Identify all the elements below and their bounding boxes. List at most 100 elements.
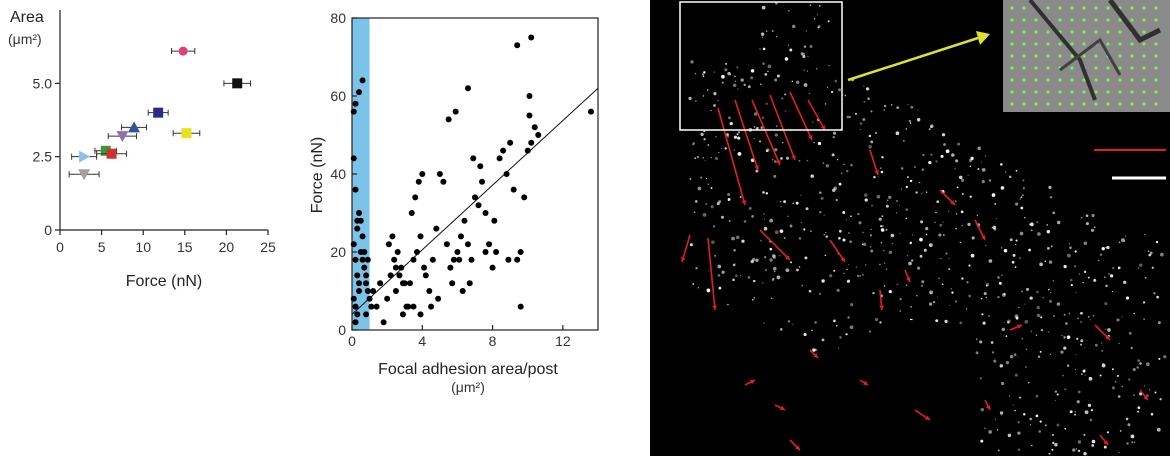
force-arrow (807, 99, 826, 131)
data-point (389, 233, 396, 240)
data-point (417, 233, 424, 240)
data-point (363, 311, 370, 318)
data-point (507, 139, 514, 146)
data-point (466, 280, 473, 287)
data-point (426, 288, 433, 294)
data-point (357, 217, 364, 224)
inset-image (1003, 0, 1170, 112)
data-point (79, 150, 91, 163)
data-point (419, 171, 426, 177)
data-point (459, 288, 466, 294)
force-arrow (759, 229, 791, 261)
data-point (514, 256, 521, 263)
x-axis-title: Focal adhesion area/post (378, 361, 558, 378)
data-point (510, 186, 517, 193)
data-point (514, 42, 521, 49)
x-tick-label: 0 (56, 239, 64, 255)
y-tick-label: 0 (44, 222, 52, 238)
data-point (415, 178, 422, 185)
force-arrow-head (820, 125, 825, 130)
data-point (364, 256, 371, 263)
data-point (352, 303, 359, 310)
y-tick-label: 40 (330, 166, 346, 182)
data-point (356, 280, 363, 287)
force-arrow (707, 237, 716, 311)
x-tick-label: 12 (555, 333, 571, 349)
force-arrow-head (906, 277, 911, 282)
y-tick-label: 2.5 (33, 149, 53, 165)
data-point (370, 288, 377, 294)
force-arrow (681, 234, 691, 263)
force-arrow (769, 94, 796, 161)
data-point (475, 202, 482, 209)
data-point (468, 256, 475, 263)
data-point (528, 139, 535, 146)
data-point (479, 178, 486, 185)
area-vs-force-chart: Area (μm²) 0 5 10 15 20 25 0 2.5 5.0 Force (nN) (8, 9, 276, 290)
force-arrow-head (874, 170, 879, 175)
data-point (403, 303, 410, 310)
data-point (528, 34, 535, 41)
data-point (100, 145, 111, 156)
data-point (517, 249, 524, 255)
data-point (373, 303, 380, 310)
force-arrow-head (795, 445, 800, 450)
force-arrow (734, 99, 759, 171)
force-arrow-head (712, 305, 717, 310)
y-tick-label: 20 (330, 244, 346, 260)
data-point (443, 241, 450, 248)
data-point (354, 225, 361, 232)
data-point (482, 210, 489, 216)
data-point (505, 256, 512, 263)
data-point (452, 108, 459, 115)
data-point (477, 163, 484, 170)
data-point (524, 147, 531, 154)
y-tick-label: 0 (338, 322, 346, 338)
data-point (384, 295, 391, 302)
force-arrow-head (776, 160, 781, 165)
x-tick-label: 5 (98, 239, 106, 255)
force-vs-focal-adhesion-chart: 0 4 8 12 0 20 40 60 80 Force (nN) Focal adhesion… (309, 10, 599, 395)
data-point (526, 112, 533, 119)
data-point (417, 311, 424, 318)
data-point (387, 272, 394, 279)
force-arrow (751, 99, 781, 166)
data-point (433, 225, 440, 232)
data-point (410, 256, 417, 263)
force-arrow-head (925, 415, 930, 420)
force-arrow-head (1105, 335, 1110, 340)
force-arrow-head (754, 165, 759, 170)
data-point (363, 272, 370, 279)
data-point (531, 124, 538, 131)
data-point (399, 311, 406, 318)
data-point (153, 107, 164, 118)
data-point (461, 217, 468, 224)
data-point (363, 280, 370, 287)
force-arrow-head (1103, 440, 1108, 445)
data-point (128, 121, 141, 133)
plot-frame (351, 17, 599, 331)
data-point (496, 155, 503, 162)
data-point (352, 100, 359, 107)
data-point (503, 171, 510, 177)
force-arrow-head (980, 235, 986, 240)
data-point (364, 288, 371, 294)
data-point (350, 155, 357, 162)
data-point (445, 116, 452, 123)
data-point (399, 280, 406, 287)
force-arrow (829, 239, 846, 263)
data-point (454, 249, 461, 255)
x-tick-label: 0 (348, 333, 356, 349)
data-point (470, 155, 477, 162)
data-point (436, 171, 443, 177)
data-point (377, 280, 384, 287)
data-point (181, 128, 192, 139)
data-point (435, 295, 442, 302)
data-point (482, 249, 489, 255)
data-point (350, 241, 357, 248)
force-arrow-head (1017, 324, 1022, 329)
data-point (421, 264, 428, 271)
data-point (412, 194, 419, 201)
data-point (352, 319, 359, 326)
y-tick-label: 60 (330, 88, 346, 104)
